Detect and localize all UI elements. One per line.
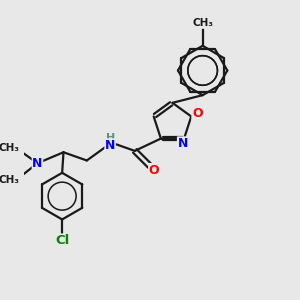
Text: CH₃: CH₃ xyxy=(192,18,213,28)
Text: N: N xyxy=(178,137,188,150)
Text: H: H xyxy=(106,133,115,143)
Text: O: O xyxy=(192,107,202,120)
Text: CH₃: CH₃ xyxy=(0,143,19,153)
Text: Cl: Cl xyxy=(55,234,69,247)
Text: N: N xyxy=(105,139,115,152)
Text: N: N xyxy=(32,157,43,170)
Text: CH₃: CH₃ xyxy=(0,175,19,185)
Text: O: O xyxy=(149,164,159,177)
